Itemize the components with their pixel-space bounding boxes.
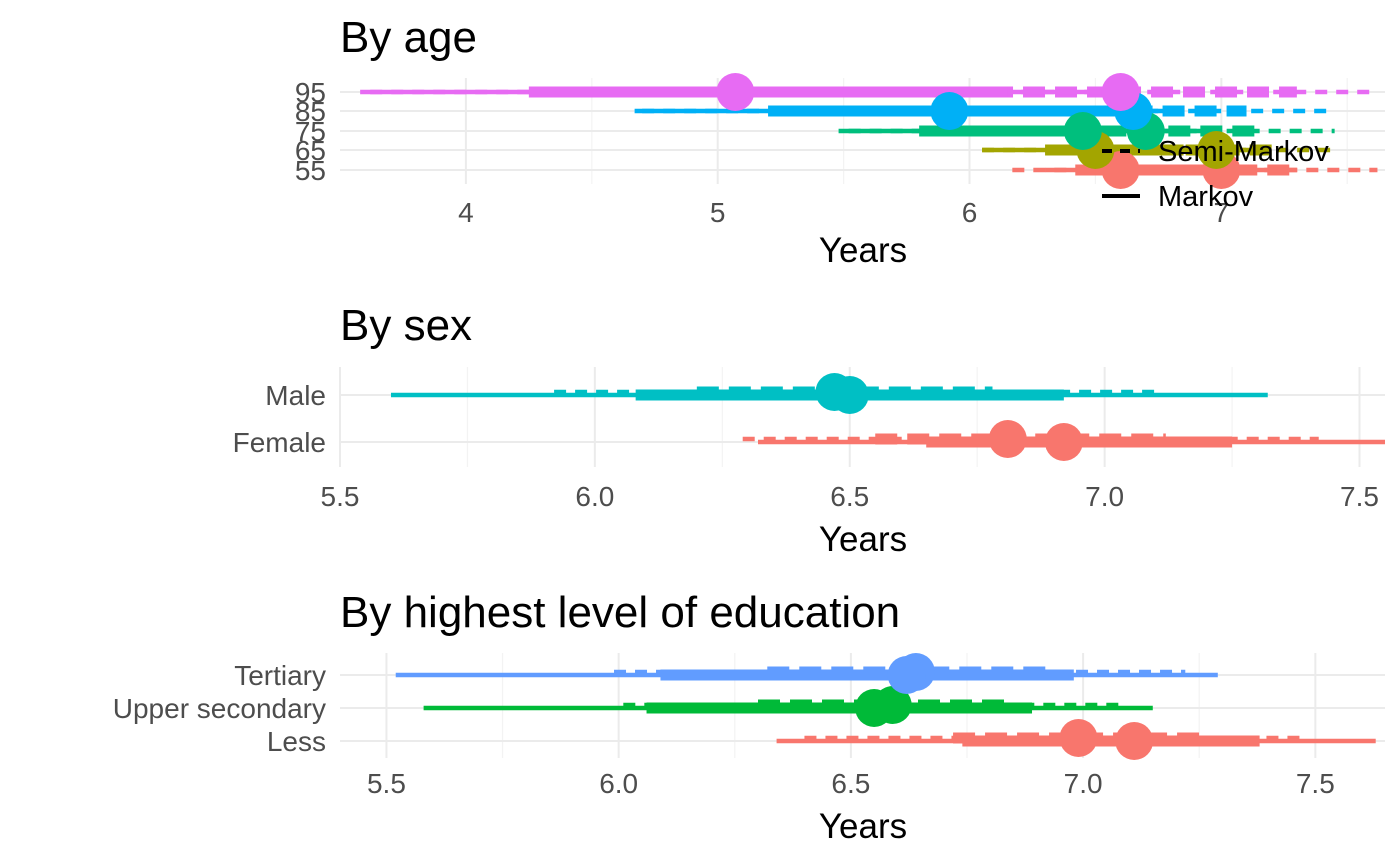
x-axis-label: Years	[819, 231, 907, 270]
panel-by-education: By highest level of education LessUpper …	[113, 588, 1385, 846]
point-estimate	[930, 92, 969, 130]
point-estimate	[887, 656, 926, 694]
y-tick-label: Upper secondary	[113, 693, 326, 724]
interval-bars	[390, 386, 1385, 448]
y-tick-label: Female	[233, 427, 326, 458]
point-estimate	[1044, 423, 1083, 461]
x-tick-label: 6.0	[599, 768, 638, 799]
point-estimate	[855, 689, 894, 727]
x-axis-label: Years	[819, 520, 907, 559]
y-tick-label: 85	[295, 96, 326, 127]
legend: Semi-Markov Markov	[1102, 136, 1329, 213]
x-tick-label: 7.5	[1340, 481, 1379, 512]
estimate-points	[716, 73, 1241, 189]
x-tick-label: 7.5	[1296, 768, 1335, 799]
x-tick-label: 5	[710, 197, 726, 228]
panel-title: By highest level of education	[340, 588, 900, 637]
x-tick-labels: 5.5 6.0 6.5 7.0 7.5	[321, 481, 1379, 512]
x-tick-label: 5.5	[321, 481, 360, 512]
panel-by-sex: By sex Female Male 5.5 6.0 6.5 7.0 7.5 Years	[233, 301, 1385, 559]
y-tick-label: 75	[295, 116, 326, 147]
point-estimate	[830, 376, 869, 414]
x-tick-labels: 5.5 6.0 6.5 7.0 7.5	[367, 768, 1335, 799]
point-estimate	[1115, 722, 1154, 760]
x-tick-label: 7.0	[1085, 481, 1124, 512]
panel-title: By sex	[340, 301, 472, 350]
x-tick-label: 6.5	[831, 768, 870, 799]
y-tick-label: 95	[295, 77, 326, 108]
point-estimate	[1101, 73, 1140, 111]
y-tick-label: Less	[267, 726, 326, 757]
panel-title: By age	[340, 13, 477, 62]
x-tick-label: 4	[458, 197, 474, 228]
x-tick-label: 6.5	[830, 481, 869, 512]
x-axis-label: Years	[819, 807, 907, 846]
legend-label: Markov	[1158, 181, 1254, 213]
interval-bars	[395, 666, 1376, 747]
estimate-points	[815, 373, 1083, 461]
y-tick-label: Tertiary	[234, 660, 326, 691]
x-tick-label: 5.5	[367, 768, 406, 799]
point-estimate	[1063, 112, 1102, 150]
y-tick-label: 65	[295, 135, 326, 166]
y-tick-labels: Female Male	[233, 380, 326, 458]
x-tick-label: 6	[962, 197, 978, 228]
y-tick-label: Male	[265, 380, 326, 411]
legend-label: Semi-Markov	[1158, 136, 1329, 168]
x-tick-label: 7.0	[1064, 768, 1103, 799]
x-tick-labels: 4 5 6 7	[458, 197, 1229, 228]
point-estimate	[1197, 131, 1236, 169]
x-tick-label: 7	[1214, 197, 1230, 228]
y-tick-label: 55	[295, 155, 326, 186]
point-estimate	[1059, 719, 1098, 757]
point-estimate	[716, 73, 755, 111]
estimate-points	[855, 653, 1154, 760]
point-estimate	[988, 420, 1027, 458]
x-tick-label: 6.0	[575, 481, 614, 512]
